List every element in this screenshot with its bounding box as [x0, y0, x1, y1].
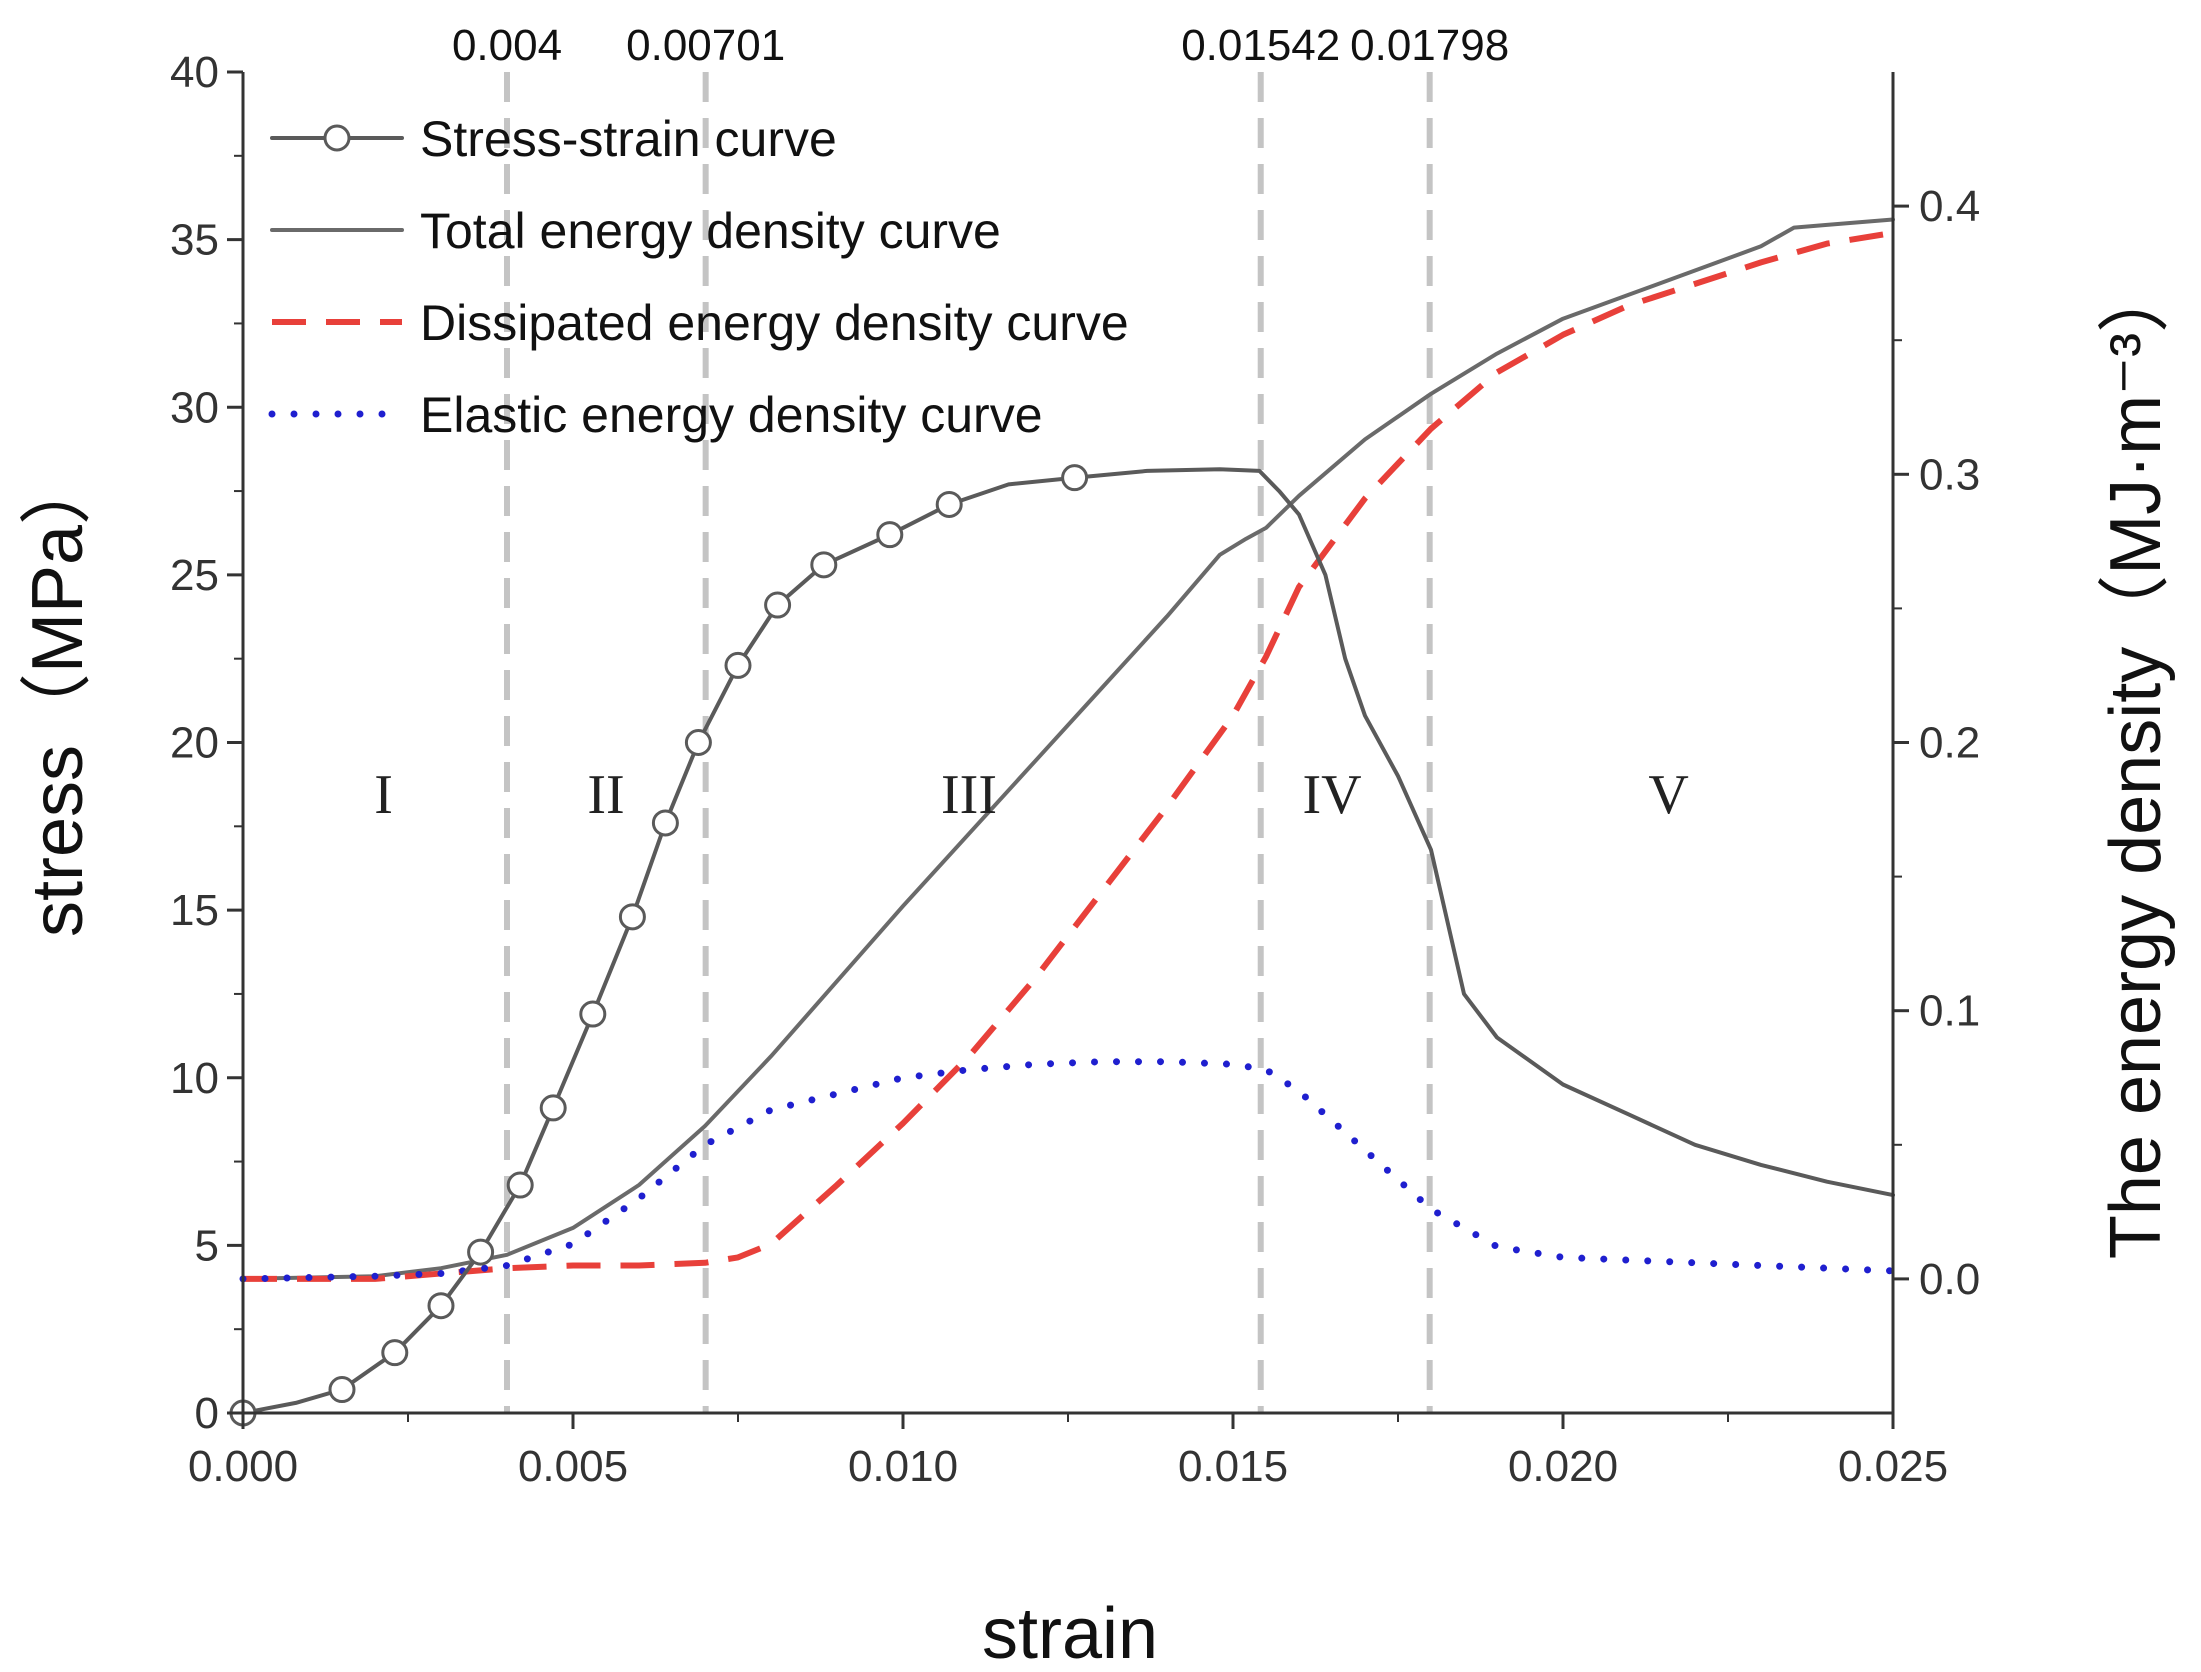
boundary-label: 0.00701 [626, 21, 785, 70]
stress-strain-marker [618, 903, 646, 931]
x-axis-title: strain [982, 1594, 1158, 1672]
series-total-energy-density-curveline [241, 217, 1895, 1281]
y-left-tick-label: 0 [195, 1389, 219, 1438]
y-left-tick-label: 15 [170, 886, 219, 935]
legend-label: Dissipated energy density curve [420, 295, 1129, 351]
series-layer [229, 217, 1897, 1427]
series-dissipated-energy-density-curveline [243, 229, 1894, 1282]
y-right-tick-label: 0.3 [1919, 450, 1980, 499]
region-label: II [587, 764, 624, 826]
y-axis-title-right: The energy density（MJ·m⁻³） [2096, 261, 2176, 1259]
stress-strain-marker [651, 809, 679, 837]
y-right-tick-label: 0.2 [1919, 719, 1980, 768]
legend-marker [323, 124, 351, 152]
y-right-tick-label: 0.0 [1919, 1255, 1980, 1304]
region-labels: I II III IV V [374, 764, 1689, 826]
region-label: IV [1302, 764, 1361, 826]
axes-layer: 0.000 0.005 0.010 0.015 0.020 0.025 0 5 10 15 20 25… [170, 21, 1980, 1491]
stress-strain-marker [328, 1376, 356, 1404]
stress-strain-marker [539, 1094, 567, 1122]
stress-strain-marker [684, 729, 712, 756]
x-tick-label: 0.015 [1178, 1442, 1288, 1491]
y-left-tick-label: 35 [170, 216, 219, 265]
y-left-tick-label: 25 [170, 551, 219, 600]
legend-label: Elastic energy density curve [420, 387, 1043, 443]
boundary-lines [504, 72, 1433, 1413]
boundary-label: 0.01542 [1181, 21, 1340, 70]
stress-strain-marker [724, 651, 752, 679]
y-axis-title-left: stress（MPa） [18, 453, 98, 937]
x-tick-label: 0.020 [1508, 1442, 1618, 1491]
x-tick-label: 0.000 [188, 1442, 298, 1491]
stress-strain-marker [1061, 464, 1089, 492]
y-left-tick-label: 30 [170, 383, 219, 432]
stress-strain-marker [764, 591, 792, 619]
stress-strain-marker [876, 521, 904, 549]
y-left-tick-label: 10 [170, 1054, 219, 1103]
boundary-label: 0.01798 [1350, 21, 1509, 70]
x-tick-label: 0.005 [518, 1442, 628, 1491]
y-left-tick-label: 40 [170, 48, 219, 97]
region-label: I [374, 764, 393, 826]
y-right-tick-label: 0.1 [1919, 987, 1980, 1036]
stress-strain-marker [467, 1238, 495, 1266]
stress-strain-marker [579, 1000, 607, 1028]
y-left-tick-label: 20 [170, 719, 219, 768]
legend-label: Total energy density curve [420, 203, 1001, 259]
stress-strain-marker [506, 1171, 534, 1199]
region-label: III [941, 764, 997, 826]
stress-strain-marker [935, 490, 963, 518]
y-left-tick-label: 5 [195, 1221, 219, 1270]
legend-label: Stress-strain curve [420, 111, 837, 167]
stress-strain-marker [427, 1292, 455, 1320]
legend: Stress-strain curve Total energy density … [268, 111, 1129, 443]
stress-strain-marker [381, 1339, 409, 1367]
boundary-label: 0.004 [452, 21, 562, 70]
x-tick-label: 0.010 [848, 1442, 958, 1491]
stress-strain-marker [810, 551, 838, 579]
x-tick-label: 0.025 [1838, 1442, 1948, 1491]
y-right-tick-label: 0.4 [1919, 182, 1980, 231]
region-label: V [1648, 764, 1688, 826]
